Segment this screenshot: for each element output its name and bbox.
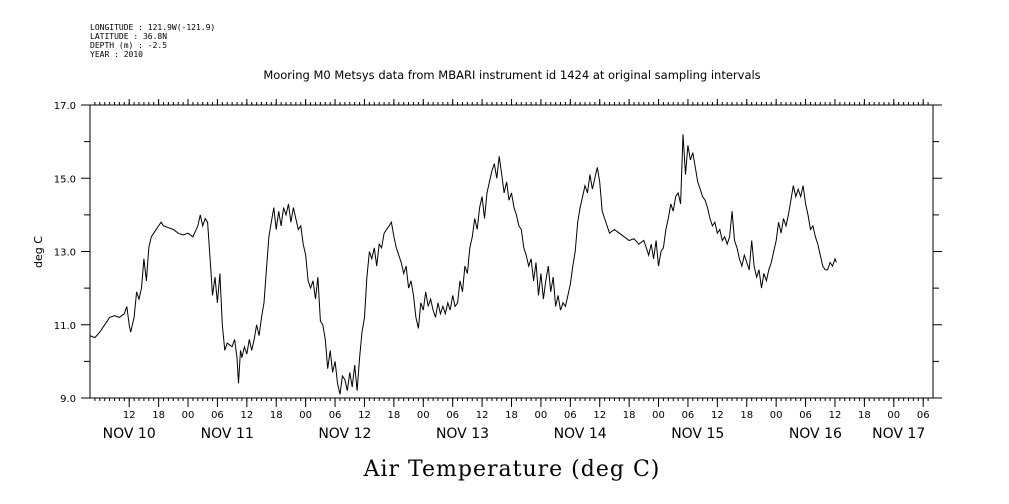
x-hour-label: 00: [182, 410, 195, 421]
x-hour-label: 18: [623, 410, 636, 421]
x-hour-label: 18: [740, 410, 753, 421]
x-hour-label: 18: [388, 410, 401, 421]
x-hour-label: 06: [211, 410, 224, 421]
x-hour-label: 18: [152, 410, 165, 421]
y-tick-label: 15.0: [54, 174, 76, 185]
x-hour-label: 00: [770, 410, 783, 421]
x-hour-label: 06: [446, 410, 459, 421]
x-hour-label: 00: [652, 410, 665, 421]
x-day-label: NOV 14: [554, 426, 607, 442]
x-day-label: NOV 11: [201, 426, 254, 442]
plot-frame: [89, 104, 934, 399]
x-hour-label: 18: [858, 410, 871, 421]
x-day-label: NOV 15: [671, 426, 724, 442]
x-hour-label: 00: [299, 410, 312, 421]
meta-longitude: LONGITUDE : 121.9W(-121.9): [90, 23, 215, 32]
y-tick-label: 9.0: [60, 394, 76, 405]
x-day-label: NOV 17: [872, 426, 925, 442]
y-tick-label: 17.0: [54, 101, 76, 112]
meta-depth: DEPTH (m) : -2.5: [90, 41, 167, 50]
y-tick-label: 13.0: [54, 248, 76, 259]
x-hour-label: 12: [476, 410, 489, 421]
series-line: [89, 134, 837, 395]
x-hour-label: 12: [240, 410, 253, 421]
y-axis-label: deg C: [32, 236, 45, 268]
x-hour-label: 12: [711, 410, 724, 421]
x-hour-label: 06: [682, 410, 695, 421]
minor-ticks: [94, 102, 929, 401]
x-day-label: NOV 13: [436, 426, 489, 442]
x-hour-label: 12: [593, 410, 606, 421]
x-hour-label: 12: [829, 410, 842, 421]
x-hour-label: 06: [564, 410, 577, 421]
x-hour-label: 12: [358, 410, 371, 421]
meta-year: YEAR : 2010: [90, 50, 143, 59]
meta-latitude: LATITUDE : 36.8N: [90, 32, 167, 41]
x-axis-label: Air Temperature (deg C): [363, 457, 661, 482]
chart-title: Mooring M0 Metsys data from MBARI instru…: [263, 68, 760, 82]
x-hour-label: 06: [917, 410, 930, 421]
x-hour-label: 18: [505, 410, 518, 421]
x-hour-label: 06: [329, 410, 342, 421]
x-axis: 12 18 00 06 12 18 00 06 12 18 00 06 12 18 00 06 12 18 00 06…: [103, 99, 930, 442]
x-day-label: NOV 10: [103, 426, 156, 442]
y-axis: 9.0 11.0 13.0 15.0 17.0: [54, 101, 942, 405]
x-hour-label: 00: [535, 410, 548, 421]
x-hour-label: 06: [799, 410, 812, 421]
y-tick-label: 11.0: [54, 321, 76, 332]
x-hour-label: 18: [270, 410, 283, 421]
x-hour-label: 00: [887, 410, 900, 421]
x-hour-label: 00: [417, 410, 430, 421]
x-day-label: NOV 16: [789, 426, 842, 442]
x-day-label: NOV 12: [318, 426, 371, 442]
x-hour-label: 12: [123, 410, 136, 421]
